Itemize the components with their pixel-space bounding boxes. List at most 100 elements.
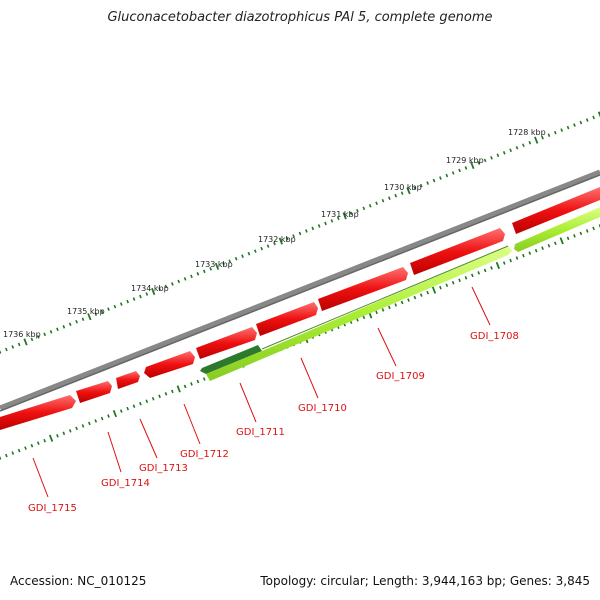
gene-GDI_1707[interactable] [512, 187, 600, 234]
minor-tick [49, 330, 53, 334]
gene-GDI_1714[interactable] [76, 381, 112, 403]
minor-tick [139, 294, 142, 299]
minor-tick [541, 135, 544, 140]
minor-tick [419, 293, 423, 297]
minor-tick [158, 394, 161, 399]
leader-GDI_1710 [300, 357, 319, 399]
minor-tick [75, 426, 78, 431]
minor-tick [439, 285, 442, 290]
minor-tick [119, 302, 123, 306]
minor-tick [139, 401, 142, 406]
minor-tick [298, 231, 302, 236]
minor-tick [56, 327, 59, 332]
minor-tick [368, 203, 372, 208]
minor-tick [196, 272, 200, 276]
minor-tick [381, 198, 385, 203]
gene-GDI_1708[interactable] [410, 228, 505, 275]
minor-tick [305, 229, 308, 233]
minor-tick [509, 258, 512, 263]
gene-label-GDI_1714[interactable]: GDI_1714 [101, 478, 150, 489]
minor-tick [62, 325, 66, 329]
minor-tick [579, 231, 583, 236]
scale-label: 1734 kbp [131, 284, 169, 293]
minor-tick [509, 148, 512, 153]
gene-label-GDI_1708[interactable]: GDI_1708 [470, 331, 519, 342]
scale-label: 1736 kbp [3, 330, 41, 339]
gene-reverse-right[interactable] [514, 207, 600, 252]
minor-tick [566, 125, 570, 130]
minor-tick [222, 261, 225, 266]
accession-text: Accession: NC_010125 [10, 574, 147, 588]
minor-tick [171, 282, 174, 286]
minor-tick [183, 384, 187, 389]
major-tick [151, 287, 156, 296]
minor-tick [0, 350, 2, 354]
gene-GDI_1715[interactable] [0, 395, 76, 430]
minor-tick [394, 303, 398, 307]
gene-label-GDI_1711[interactable]: GDI_1711 [236, 427, 285, 438]
leader-GDI_1708 [471, 286, 491, 326]
minor-tick [400, 300, 404, 305]
minor-tick [75, 319, 78, 324]
minor-tick [394, 193, 398, 198]
minor-tick [496, 153, 500, 158]
minor-tick [100, 309, 104, 314]
minor-tick [324, 221, 327, 226]
reverse-strand-genes [200, 207, 600, 381]
minor-tick [573, 234, 576, 238]
reverse-strand-highlight [261, 245, 509, 350]
minor-tick [547, 133, 551, 137]
gene-GDI_1713[interactable] [116, 371, 140, 389]
major-tick [112, 409, 117, 418]
gene-GDI_1710[interactable] [256, 302, 318, 336]
minor-tick [5, 347, 8, 352]
minor-tick [330, 219, 334, 223]
minor-tick [62, 431, 66, 436]
gene-label-GDI_1710[interactable]: GDI_1710 [298, 403, 347, 414]
minor-tick [241, 254, 244, 258]
minor-tick [183, 277, 187, 281]
gene-reverse-light[interactable] [206, 246, 512, 381]
minor-tick [202, 269, 206, 274]
minor-tick [502, 151, 506, 155]
minor-tick [36, 335, 40, 339]
minor-tick [388, 196, 391, 200]
genome-backbone [0, 169, 600, 411]
gene-GDI_1712[interactable] [144, 351, 195, 378]
gene-GDI_1711[interactable] [196, 327, 257, 359]
gene-label-GDI_1713[interactable]: GDI_1713 [139, 463, 188, 474]
minor-tick [234, 256, 238, 261]
minor-tick [0, 456, 2, 460]
minor-tick [196, 379, 200, 384]
minor-tick [483, 158, 487, 163]
minor-tick [451, 171, 455, 175]
scale-label: 1733 kbp [195, 260, 233, 269]
minor-tick [171, 389, 174, 394]
minor-tick [11, 345, 15, 349]
minor-tick [260, 246, 264, 251]
leader-GDI_1709 [377, 327, 397, 367]
gene-label-GDI_1715[interactable]: GDI_1715 [28, 503, 77, 514]
minor-tick [553, 241, 557, 246]
scale-label: 1728 kbp [508, 128, 546, 137]
gene-label-GDI_1712[interactable]: GDI_1712 [180, 449, 229, 460]
minor-tick [458, 278, 461, 283]
gene-GDI_1709[interactable] [318, 267, 408, 311]
minor-tick [177, 279, 181, 284]
major-tick [495, 261, 500, 270]
outer-scale-ticks [0, 111, 600, 354]
minor-tick [388, 305, 391, 310]
minor-tick [426, 290, 429, 295]
minor-tick [490, 266, 493, 270]
leader-GDI_1711 [239, 382, 257, 423]
minor-tick [209, 267, 212, 271]
minor-tick [145, 292, 149, 296]
gene-label-GDI_1709[interactable]: GDI_1709 [376, 371, 425, 382]
gene-reverse-dark[interactable] [200, 345, 262, 374]
minor-tick [311, 226, 315, 231]
minor-tick [356, 209, 359, 213]
minor-tick [202, 377, 206, 381]
minor-tick [566, 236, 570, 241]
minor-tick [477, 161, 481, 165]
